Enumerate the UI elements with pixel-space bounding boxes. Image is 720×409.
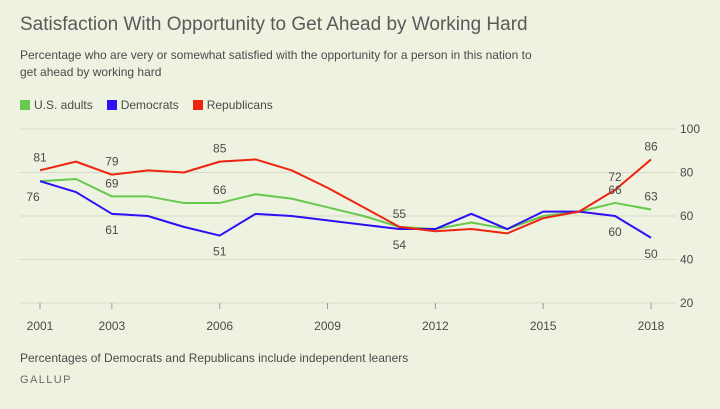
data-label-republicans-2017: 72 <box>608 170 622 184</box>
data-label-democrats-2011: 54 <box>393 238 407 252</box>
x-tick-label-2001: 2001 <box>27 319 54 333</box>
x-tick-label-2012: 2012 <box>422 319 449 333</box>
x-tick-label-2009: 2009 <box>314 319 341 333</box>
chart-title: Satisfaction With Opportunity to Get Ahe… <box>20 14 528 35</box>
legend-label-republicans: Republicans <box>206 98 273 112</box>
legend-label-us-adults: U.S. adults <box>34 98 93 112</box>
data-label-republicans-2006: 85 <box>213 142 227 156</box>
data-label-republicans-2003: 79 <box>105 155 119 169</box>
x-tick-label-2018: 2018 <box>638 319 665 333</box>
legend-swatch-democrats <box>106 100 117 110</box>
legend-swatch-us-adults <box>20 100 30 110</box>
data-label-democrats-2017: 60 <box>608 225 622 239</box>
series-line-democrats <box>39 180 652 239</box>
data-label-democrats-2003: 61 <box>105 223 119 237</box>
x-tick-label-2003: 2003 <box>99 319 126 333</box>
data-label-republicans-2018: 86 <box>644 139 658 153</box>
y-tick-label-80: 80 <box>680 166 694 180</box>
data-label-us_adults-2003: 69 <box>105 176 119 190</box>
x-tick-label-2006: 2006 <box>206 319 233 333</box>
y-tick-label-40: 40 <box>680 253 694 267</box>
chart-footnote: Percentages of Democrats and Republicans… <box>20 351 409 365</box>
chart-legend: U.S. adults Democrats Republicans <box>20 98 273 112</box>
data-label-republicans-2011: 55 <box>393 207 407 221</box>
data-label-us_adults-2017: 66 <box>608 183 622 197</box>
source-label: GALLUP <box>20 374 72 386</box>
data-label-democrats-2006: 51 <box>213 245 227 259</box>
y-tick-label-20: 20 <box>680 296 694 310</box>
data-label-democrats-2018: 50 <box>644 247 658 261</box>
legend-item-republicans: Republicans <box>192 98 273 112</box>
legend-item-us-adults: U.S. adults <box>20 98 93 112</box>
x-tick-label-2015: 2015 <box>530 319 557 333</box>
data-label-us_adults-2018: 63 <box>644 189 658 203</box>
data-label-republicans-2001: 81 <box>33 150 47 164</box>
series-line-republicans <box>39 158 652 235</box>
chart-subtitle: Percentage who are very or somewhat sati… <box>20 48 532 79</box>
data-label-us_adults-2001: 76 <box>26 190 40 204</box>
legend-swatch-republicans <box>192 100 203 110</box>
legend-label-democrats: Democrats <box>120 98 179 112</box>
series-line-us_adults <box>39 178 652 231</box>
y-tick-label-60: 60 <box>680 209 694 223</box>
y-tick-label-100: 100 <box>680 122 700 136</box>
data-label-us_adults-2006: 66 <box>213 183 227 197</box>
legend-item-democrats: Democrats <box>106 98 179 112</box>
